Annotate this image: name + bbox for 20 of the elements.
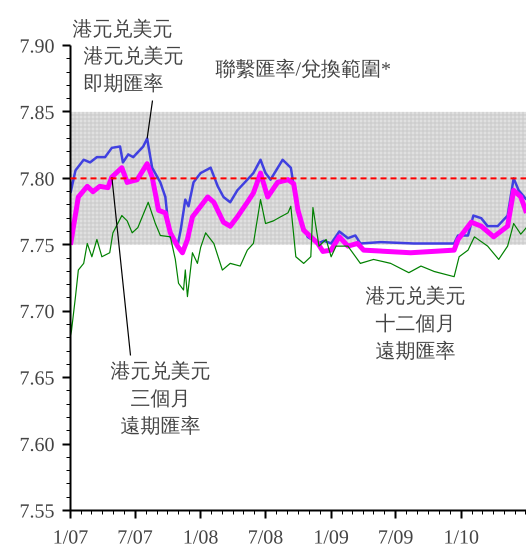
- x-tick-label: 7/09: [378, 526, 414, 548]
- x-tick-label: 7/08: [248, 526, 284, 548]
- y-tick-label: 7.90: [20, 36, 54, 58]
- chart-title: 港元兑美元: [72, 18, 172, 40]
- y-tick-label: 7.85: [20, 102, 54, 124]
- y-tick-label: 7.60: [20, 434, 54, 456]
- y-tick-label: 7.80: [20, 168, 54, 190]
- series-label: 港元兑美元十二個月遠期匯率: [366, 284, 466, 362]
- x-tick-label: 1/07: [52, 526, 88, 548]
- band-label: 聯繫匯率/兌換範圍*: [216, 58, 392, 80]
- y-tick-label: 7.65: [20, 368, 54, 390]
- text: 港元兑美元三個月遠期匯率: [110, 360, 210, 438]
- y-tick-label: 7.55: [20, 500, 54, 522]
- text: 港元兑美元即期匯率: [84, 44, 184, 95]
- x-tick-label: 1/09: [313, 526, 349, 548]
- x-tick-label: 7/07: [117, 526, 153, 548]
- y-tick-label: 7.75: [20, 234, 54, 257]
- y-tick-label: 7.70: [20, 301, 54, 324]
- x-tick-label: 1/08: [182, 526, 218, 548]
- x-tick-label: 1/10: [443, 526, 480, 548]
